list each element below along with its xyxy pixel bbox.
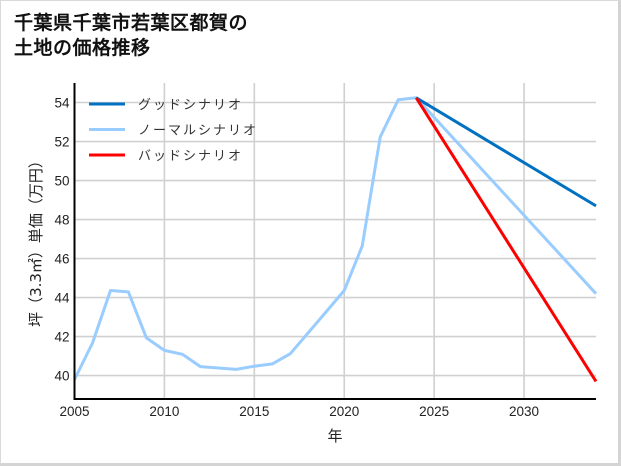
x-tick-label: 2025 xyxy=(419,404,449,419)
y-tick-label: 46 xyxy=(54,252,69,267)
x-axis-ticks: 2005 2010 2015 2020 2025 2030 xyxy=(59,404,539,419)
y-tick-label: 40 xyxy=(54,369,69,384)
y-tick-label: 50 xyxy=(54,174,69,189)
data-series xyxy=(73,96,598,383)
series-line-2 xyxy=(414,96,598,383)
y-axis-label: 坪（3.3㎡）単価（万円） xyxy=(27,153,45,327)
chart-title: 千葉県千葉市若葉区都賀の 土地の価格推移 xyxy=(14,11,248,61)
y-tick-label: 44 xyxy=(54,291,70,306)
x-tick-label: 2010 xyxy=(149,404,179,419)
x-axis-label: 年 xyxy=(327,427,342,445)
legend-label: グッドシナリオ xyxy=(138,98,243,113)
y-tick-label: 42 xyxy=(54,330,69,345)
y-tick-label: 48 xyxy=(54,213,69,228)
x-tick-label: 2015 xyxy=(239,404,269,419)
series-line-1 xyxy=(73,96,598,381)
y-tick-label: 54 xyxy=(54,96,70,111)
x-tick-label: 2005 xyxy=(59,404,89,419)
y-tick-label: 52 xyxy=(54,135,69,150)
axes xyxy=(73,83,596,400)
legend-label: バッドシナリオ xyxy=(138,149,243,164)
chart-title-line-1: 千葉県千葉市若葉区都賀の xyxy=(14,12,249,34)
x-tick-label: 2020 xyxy=(329,404,359,419)
legend-label: ノーマルシナリオ xyxy=(138,124,258,139)
x-tick-label: 2030 xyxy=(509,404,539,419)
series-line-0 xyxy=(415,96,597,208)
chart-title-line-2: 土地の価格推移 xyxy=(14,37,151,59)
y-axis-ticks: 40 42 44 46 48 50 52 54 xyxy=(54,96,70,384)
